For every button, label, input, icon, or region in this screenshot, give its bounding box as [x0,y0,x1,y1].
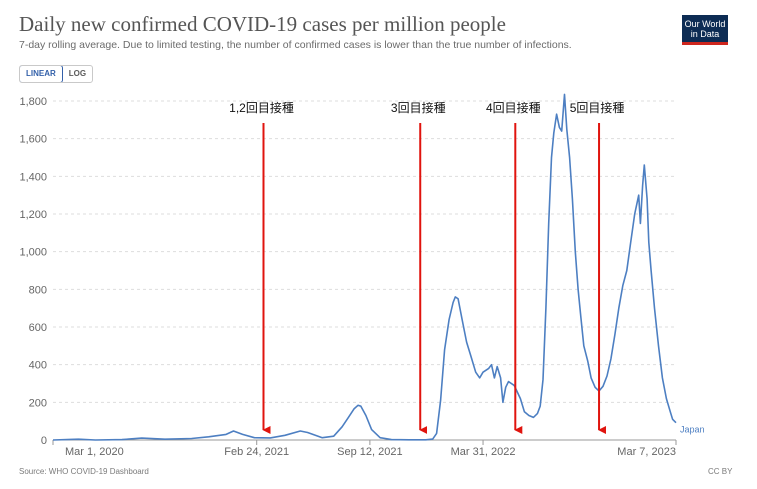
y-tick-label: 1,400 [19,171,47,183]
chart-subtitle: 7-day rolling average. Due to limited te… [19,39,572,51]
x-tick-label: Feb 24, 2021 [224,446,289,458]
log-scale-button[interactable]: LOG [68,69,87,78]
y-tick-label: 1,800 [19,96,47,108]
scale-toggle: LINEAR LOG [19,65,94,83]
chart-title: Daily new confirmed COVID-19 cases per m… [19,12,506,36]
y-tick-label: 1,200 [19,209,47,221]
x-tick-label: Mar 1, 2020 [65,446,124,458]
y-tick-label: 1,000 [19,247,47,259]
source-note: Source: WHO COVID-19 Dashboard [19,467,149,476]
logo-line-1: Our World [684,19,726,29]
x-tick-label: Mar 7, 2023 [617,446,676,458]
owid-logo[interactable]: Our World in Data [682,15,728,45]
x-tick-label: Mar 31, 2022 [451,446,516,458]
annotation-label: 3回目接種 [391,100,446,115]
linear-scale-button[interactable]: LINEAR [20,66,63,82]
annotation-label: 5回目接種 [570,100,625,115]
logo-line-2: in Data [690,29,720,39]
y-tick-label: 400 [29,360,47,372]
y-tick-label: 800 [29,284,47,296]
y-tick-label: 600 [29,322,47,334]
license-note[interactable]: CC BY [708,467,733,476]
series-line-japan [52,93,677,441]
annotation-label: 4回目接種 [486,100,541,115]
y-tick-label: 1,600 [19,134,47,146]
series-label: Japan [680,425,705,435]
y-tick-label: 0 [41,435,47,447]
y-tick-label: 200 [29,397,47,409]
x-tick-label: Sep 12, 2021 [337,446,402,458]
annotation-label: 1,2回目接種 [229,100,294,115]
